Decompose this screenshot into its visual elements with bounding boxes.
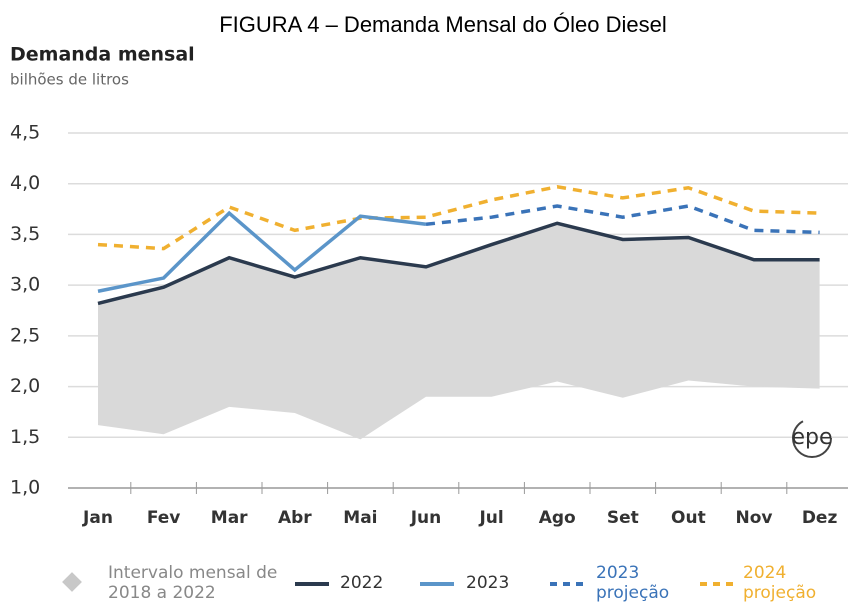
series-line	[425, 204, 820, 235]
x-tick-label: Fev	[147, 508, 181, 528]
y-tick-label: 4,5	[10, 122, 40, 144]
x-tick-label: Jan	[82, 508, 113, 528]
series-line	[97, 184, 820, 251]
y-tick-label: 1,0	[10, 477, 40, 499]
y-tick-label: 2,0	[10, 375, 40, 397]
x-tick-label: Out	[671, 508, 706, 528]
x-tick-label: Set	[607, 508, 639, 528]
logo: epe	[791, 418, 833, 458]
legend-label: 2022	[340, 573, 384, 593]
x-tick-label: Abr	[278, 508, 312, 528]
x-tick-label: Ago	[539, 508, 576, 528]
y-tick-label: 4,0	[10, 172, 40, 194]
legend-label: 2023 projeção	[596, 563, 670, 603]
chart-title: FIGURA 4 – Demanda Mensal do Óleo Diesel	[219, 12, 667, 37]
y-tick-label: 3,5	[10, 223, 40, 245]
x-tick-label: Mar	[211, 508, 248, 528]
series-line	[97, 210, 427, 293]
range-band	[98, 223, 820, 440]
x-tick-label: Jul	[478, 508, 503, 528]
logo-ring	[792, 418, 832, 458]
legend-label: Intervalo mensal de 2018 a 2022	[108, 563, 278, 603]
legend-swatch	[62, 572, 82, 592]
chart-subtitle: Demanda mensal	[10, 44, 195, 66]
y-tick-label: 1,5	[10, 426, 40, 448]
series-line	[97, 221, 820, 306]
y-tick-label: 2,5	[10, 324, 40, 346]
x-tick-label: Nov	[736, 508, 773, 528]
legend-label: 2023	[466, 573, 510, 593]
y-axis-label: bilhões de litros	[10, 71, 129, 89]
logo-text: epe	[791, 425, 832, 450]
x-tick-label: Mai	[343, 508, 377, 528]
x-tick-label: Dez	[802, 508, 838, 528]
legend-label: 2024 projeção	[743, 563, 817, 603]
x-tick-label: Jun	[410, 508, 442, 528]
y-tick-label: 3,0	[10, 274, 40, 296]
